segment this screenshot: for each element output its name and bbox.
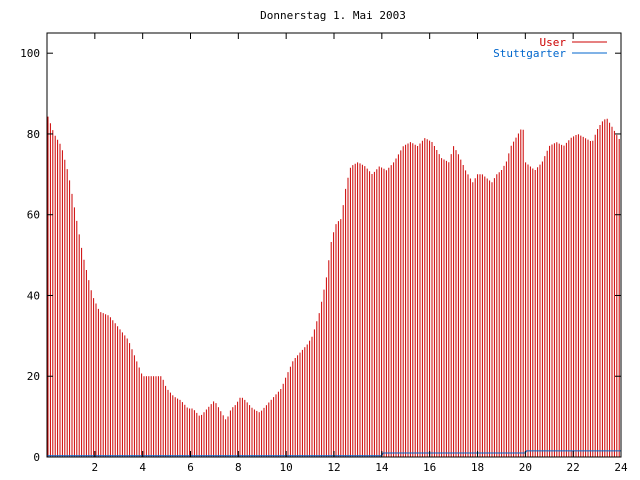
x-tick-label: 12	[327, 461, 340, 474]
x-tick-label: 16	[423, 461, 436, 474]
legend-label: Stuttgarter	[493, 47, 566, 60]
y-tick-label: 80	[27, 128, 40, 141]
chart-title: Donnerstag 1. Mai 2003	[260, 9, 406, 22]
x-axis: 2 4 6 8 10 12 14 16 18 20 22 24	[92, 33, 628, 474]
line-stuttgarter	[47, 450, 621, 457]
x-tick-label: 10	[280, 461, 293, 474]
x-tick-label: 4	[139, 461, 146, 474]
x-tick-label: 8	[235, 461, 242, 474]
legend-label: User	[540, 36, 567, 49]
x-tick-label: 18	[471, 461, 484, 474]
x-tick-label: 14	[375, 461, 389, 474]
y-tick-label: 40	[27, 289, 40, 302]
x-tick-label: 20	[519, 461, 532, 474]
y-tick-label: 20	[27, 370, 40, 383]
y-axis: 0 20 40 60 80 100	[20, 47, 621, 464]
y-tick-label: 100	[20, 47, 40, 60]
y-tick-label: 0	[33, 451, 40, 464]
line-series-stuttgarter	[47, 450, 621, 457]
x-tick-label: 2	[92, 461, 99, 474]
bar-series-user	[47, 116, 620, 457]
x-tick-label: 22	[567, 461, 580, 474]
x-tick-label: 24	[614, 461, 628, 474]
y-tick-label: 60	[27, 209, 40, 222]
x-tick-label: 6	[187, 461, 194, 474]
